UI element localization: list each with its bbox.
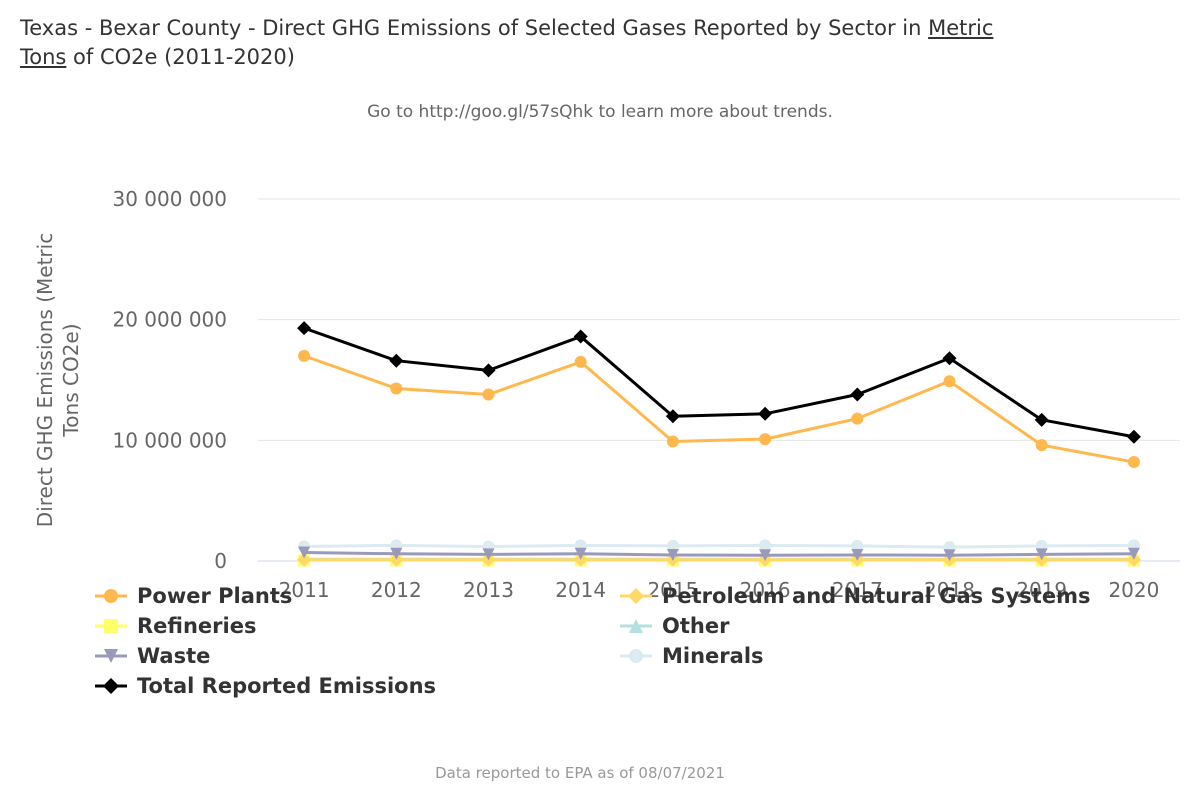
data-point[interactable] (390, 547, 403, 560)
data-point[interactable] (759, 539, 772, 552)
legend-label: Other (662, 614, 730, 638)
legend-item[interactable]: Other (620, 614, 730, 638)
legend-symbol[interactable] (629, 619, 643, 633)
data-point[interactable] (1127, 456, 1140, 469)
data-point[interactable] (482, 548, 495, 561)
data-point[interactable] (851, 539, 864, 552)
data-point[interactable] (574, 547, 587, 560)
legend-item[interactable]: Refineries (95, 614, 256, 638)
data-point[interactable] (1126, 429, 1141, 444)
data-point[interactable] (297, 552, 312, 567)
y-tick-label: 10 000 000 (112, 428, 227, 452)
series-line (303, 354, 1135, 464)
data-point[interactable] (943, 375, 956, 388)
data-point[interactable] (851, 412, 864, 425)
legend-label: Refineries (137, 614, 256, 638)
data-point[interactable] (666, 435, 679, 448)
data-point[interactable] (297, 321, 312, 336)
x-tick-label: 2020 (1108, 578, 1159, 602)
x-tick-label: 2015 (647, 578, 698, 602)
legend-item[interactable]: Minerals (620, 644, 764, 668)
credit-text: Data reported to EPA as of 08/07/2021 (435, 764, 725, 782)
data-point[interactable] (574, 355, 587, 368)
data-point[interactable] (573, 329, 588, 344)
legend-symbol[interactable] (628, 588, 644, 604)
series-line (304, 551, 1134, 557)
x-tick-label: 2018 (924, 578, 975, 602)
data-point[interactable] (666, 548, 679, 561)
legend-label: Power Plants (137, 584, 292, 608)
legend-item[interactable]: Petroleum and Natural Gas Systems (620, 584, 1090, 608)
data-point[interactable] (943, 549, 956, 562)
chart-title: Texas - Bexar County - Direct GHG Emissi… (20, 14, 1180, 72)
x-tick-label: 2011 (279, 578, 330, 602)
series-power-plants (298, 349, 1140, 469)
metric-link[interactable]: Metric (928, 16, 994, 40)
legend-symbol[interactable] (103, 678, 119, 694)
series-minerals (298, 539, 1140, 554)
legend: Power Plants Petroleum and Natural Gas Sy… (95, 584, 1090, 698)
data-point[interactable] (850, 387, 865, 402)
data-point[interactable] (665, 409, 680, 424)
data-point[interactable] (666, 539, 679, 552)
y-tick-label: 0 (214, 549, 227, 573)
y-tick-label: 30 000 000 (112, 187, 227, 211)
data-point[interactable] (482, 388, 495, 401)
data-point[interactable] (1035, 548, 1048, 561)
title-suffix: of CO2e (2011-2020) (66, 45, 295, 69)
x-tick-label: 2013 (463, 578, 514, 602)
series-total-reported-emissions (297, 321, 1141, 444)
data-point[interactable] (759, 433, 772, 446)
series-waste (298, 546, 1140, 562)
x-tick-label: 2016 (740, 578, 791, 602)
legend-symbol[interactable] (629, 649, 643, 663)
data-point[interactable] (298, 349, 311, 362)
data-point[interactable] (942, 351, 957, 366)
legend-label: Petroleum and Natural Gas Systems (662, 584, 1090, 608)
gridlines (258, 198, 1180, 562)
data-point[interactable] (1126, 552, 1141, 567)
data-point[interactable] (1034, 412, 1049, 427)
data-point[interactable] (389, 353, 404, 368)
x-tick-label: 2014 (555, 578, 606, 602)
x-axis-ticks: 2011 2012 2013 2014 2015 2016 2017 2018 2019 2020 (279, 578, 1160, 602)
legend-symbol[interactable] (104, 619, 118, 633)
y-axis-title: Direct GHG Emissions (Metric Tons CO2e) (33, 233, 83, 527)
legend-item[interactable]: Total Reported Emissions (95, 674, 436, 698)
series-line (303, 326, 1135, 439)
legend-label: Minerals (662, 644, 764, 668)
legend-symbol[interactable] (104, 589, 118, 603)
data-point[interactable] (390, 382, 403, 395)
x-tick-label: 2019 (1016, 578, 1067, 602)
data-point[interactable] (1035, 439, 1048, 452)
y-axis-ticks: 0 10 000 000 20 000 000 30 000 000 (112, 187, 227, 573)
legend-label: Total Reported Emissions (137, 674, 436, 698)
legend-item[interactable]: Waste (95, 644, 210, 668)
data-point[interactable] (481, 363, 496, 378)
data-point[interactable] (1127, 547, 1140, 560)
y-tick-label: 20 000 000 (112, 308, 227, 332)
chart-subtitle: Go to http://goo.gl/57sQhk to learn more… (367, 102, 833, 122)
legend-symbol[interactable] (104, 649, 118, 663)
series-group (297, 321, 1141, 567)
x-tick-label: 2017 (832, 578, 883, 602)
series-line (304, 543, 1134, 549)
data-point[interactable] (389, 552, 404, 567)
legend-label: Waste (137, 644, 210, 668)
title-text: Texas - Bexar County - Direct GHG Emissi… (20, 16, 929, 40)
data-point[interactable] (298, 546, 311, 559)
legend-item[interactable]: Power Plants (95, 584, 292, 608)
data-point[interactable] (573, 552, 588, 567)
data-point[interactable] (759, 549, 772, 562)
data-point[interactable] (758, 406, 773, 421)
tons-link[interactable]: Tons (20, 45, 67, 69)
x-tick-label: 2012 (371, 578, 422, 602)
data-point[interactable] (851, 548, 864, 561)
